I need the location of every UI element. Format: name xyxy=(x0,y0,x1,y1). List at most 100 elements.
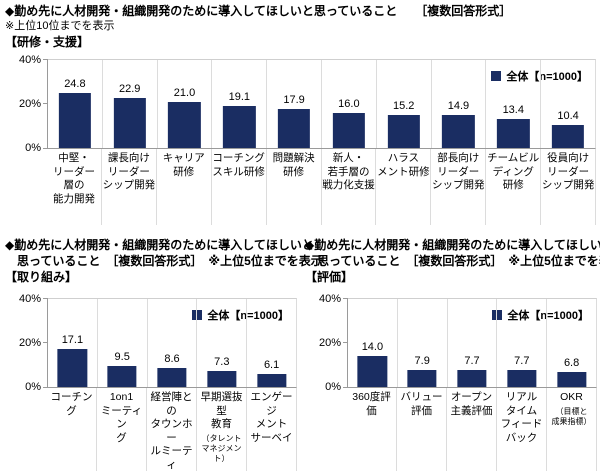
bar-cell: 15.2 xyxy=(375,60,431,148)
category-label: バリュー 評価 xyxy=(396,388,446,471)
bar-value-label: 7.7 xyxy=(464,355,480,368)
category-label: 新人・ 若手層の 戦力化支援 xyxy=(320,149,376,225)
bar-cell: 14.0 xyxy=(348,299,397,387)
bar-cell: 21.0 xyxy=(156,60,212,148)
axis-tick xyxy=(43,342,48,343)
category-label: 早期選抜型 教育 （タレント マネジメント） xyxy=(196,388,246,471)
bar-value-label: 7.7 xyxy=(514,355,530,368)
bar-value-label: 16.0 xyxy=(338,97,360,110)
bar-value-label: 21.0 xyxy=(173,86,196,99)
bar xyxy=(256,373,287,387)
bar xyxy=(207,370,237,387)
y-axis-tick-label: 20% xyxy=(18,98,41,110)
bar-cell: 9.5 xyxy=(96,299,147,387)
chart-header: ◆勤め先に人材開発・組織開発のために導入してほしいと 思っていること ［複数回答… xyxy=(305,237,600,269)
category-label: チームビル ディング 研修 xyxy=(485,149,540,225)
bar-cell: 24.8 xyxy=(48,60,102,148)
category-label: リアル タイム フィード バック xyxy=(496,388,546,471)
y-axis-tick-label: 20% xyxy=(318,337,341,349)
chart-note: ※上位10位までを表示 xyxy=(5,20,115,32)
bar xyxy=(223,105,256,148)
bar-cell: 17.1 xyxy=(48,299,97,387)
bar-value-label: 6.1 xyxy=(263,358,280,371)
bar-value-label: 15.2 xyxy=(392,99,415,112)
bar xyxy=(157,368,187,387)
category-note: （タレント マネジメント） xyxy=(201,433,242,463)
bar-cell: 7.7 xyxy=(446,299,497,387)
category-note: （目標と 成果指標） xyxy=(551,406,592,426)
category-labels-row: 中堅・ リーダー 層の 能力開発 課長向け リーダー シップ開発 キャリア 研修 コーチング スキル… xyxy=(47,149,596,225)
bar-value-label: 6.8 xyxy=(563,357,580,370)
category-labels-row: コーチング1on1ミーティング経営陣とのタウンホールミーティング（対話集会）早期… xyxy=(47,388,297,471)
chart-title: ◆勤め先に人材開発・組織開発のために導入してほしいと xyxy=(305,238,600,252)
chart-section-label: 【評価】 xyxy=(305,270,354,284)
bar-value-label: 14.0 xyxy=(361,341,384,354)
chart-title-continuation: 思っていること ［複数回答形式］ ※上位5位までを表示 xyxy=(305,254,600,268)
legend: 全体【n=1000】 xyxy=(491,68,588,84)
chart-title-continuation: 思っていること ［複数回答形式］ ※上位5位までを表示 xyxy=(5,254,323,268)
category-label: キャリア 研修 xyxy=(155,149,211,225)
bar xyxy=(357,356,388,387)
bar-value-label: 8.6 xyxy=(164,353,180,366)
y-axis-tick-label: 20% xyxy=(18,337,41,349)
bar xyxy=(332,112,366,148)
bar xyxy=(387,114,420,148)
bar-value-label: 24.8 xyxy=(64,78,86,91)
bar-value-label: 7.3 xyxy=(214,355,230,368)
plot-area: 40% 20% 0% 全体【n=1000】 24.8 22.9 21.0 19.1 17… xyxy=(19,54,596,154)
bar xyxy=(442,115,475,148)
y-axis-tick-label: 40% xyxy=(18,54,41,66)
y-axis-tick-label: 0% xyxy=(25,381,41,393)
category-label: 部長向け リーダー シップ開発 xyxy=(430,149,485,225)
bar xyxy=(457,370,487,387)
bar xyxy=(551,125,585,148)
legend-swatch-icon xyxy=(491,71,502,81)
category-label: 360度評価 xyxy=(352,391,391,417)
bar xyxy=(407,369,437,387)
category-labels-row: 360度評価 バリュー 評価 オープン 主義評価 リアル タイム フィード バック OKR （目標と… xyxy=(347,388,597,471)
legend-label: 全体【n=1000】 xyxy=(506,71,588,83)
bar-cell: 8.6 xyxy=(146,299,197,387)
bar-value-label: 7.9 xyxy=(414,354,430,367)
axis-tick xyxy=(43,298,48,299)
chart-header: ◆勤め先に人材開発・組織開発のために導入してほしいと 思っていること ［複数回答… xyxy=(5,237,323,269)
y-axis-tick-label: 0% xyxy=(325,381,341,393)
plot-area: 40% 20% 0% 全体【n=1000】 14.0 7.9 7.7 7.7 6.8 xyxy=(319,293,597,393)
bar-cell: 13.4 xyxy=(485,60,540,148)
category-label: オープン 主義評価 xyxy=(446,388,496,471)
axis-tick xyxy=(343,298,348,299)
bar-value-label: 17.9 xyxy=(283,93,305,106)
bar xyxy=(168,101,201,148)
category-label: 課長向け リーダー シップ開発 xyxy=(100,149,156,225)
y-axis-tick-label: 40% xyxy=(318,293,341,305)
bar xyxy=(107,366,137,387)
bar-cell: 16.0 xyxy=(320,60,376,148)
bar-value-label: 10.4 xyxy=(557,110,579,123)
category-label: OKR （目標と 成果指標） xyxy=(546,388,596,471)
bar xyxy=(277,108,311,148)
bar-value-label: 9.5 xyxy=(114,351,130,364)
chart-section-label: 【取り組み】 xyxy=(5,270,78,284)
chart-section-label: 【研修・支援】 xyxy=(5,35,90,49)
category-label: 役員向け リーダー シップ開発 xyxy=(540,149,595,225)
chart-evaluation: ◆勤め先に人材開発・組織開発のために導入してほしいと 思っていること ［複数回答… xyxy=(305,237,600,471)
bar-value-label: 14.9 xyxy=(447,100,470,113)
bar-value-label: 19.1 xyxy=(228,90,250,103)
legend-label: 全体【n=1000】 xyxy=(207,310,289,322)
bar-cell: 6.1 xyxy=(246,299,296,387)
legend-label: 全体【n=1000】 xyxy=(507,310,589,322)
bar-cell: 17.9 xyxy=(266,60,321,148)
bar-cell: 10.4 xyxy=(540,60,595,148)
bar xyxy=(58,93,92,148)
chart-title: ◆勤め先に人材開発・組織開発のために導入してほしいと xyxy=(5,238,314,252)
bar-cell: 6.8 xyxy=(546,299,596,387)
bar xyxy=(556,372,587,387)
y-axis-tick-label: 40% xyxy=(18,293,41,305)
axis-tick xyxy=(43,59,48,60)
chart-title: ◆勤め先に人材開発・組織開発のために導入してほしいと思っていること ［複数回答形… xyxy=(5,4,512,18)
bar-cell: 7.7 xyxy=(496,299,546,387)
category-label: 中堅・ リーダー 層の 能力開発 xyxy=(52,152,95,205)
chart-initiatives: ◆勤め先に人材開発・組織開発のために導入してほしいと 思っていること ［複数回答… xyxy=(5,237,323,471)
axis-tick xyxy=(43,103,48,104)
